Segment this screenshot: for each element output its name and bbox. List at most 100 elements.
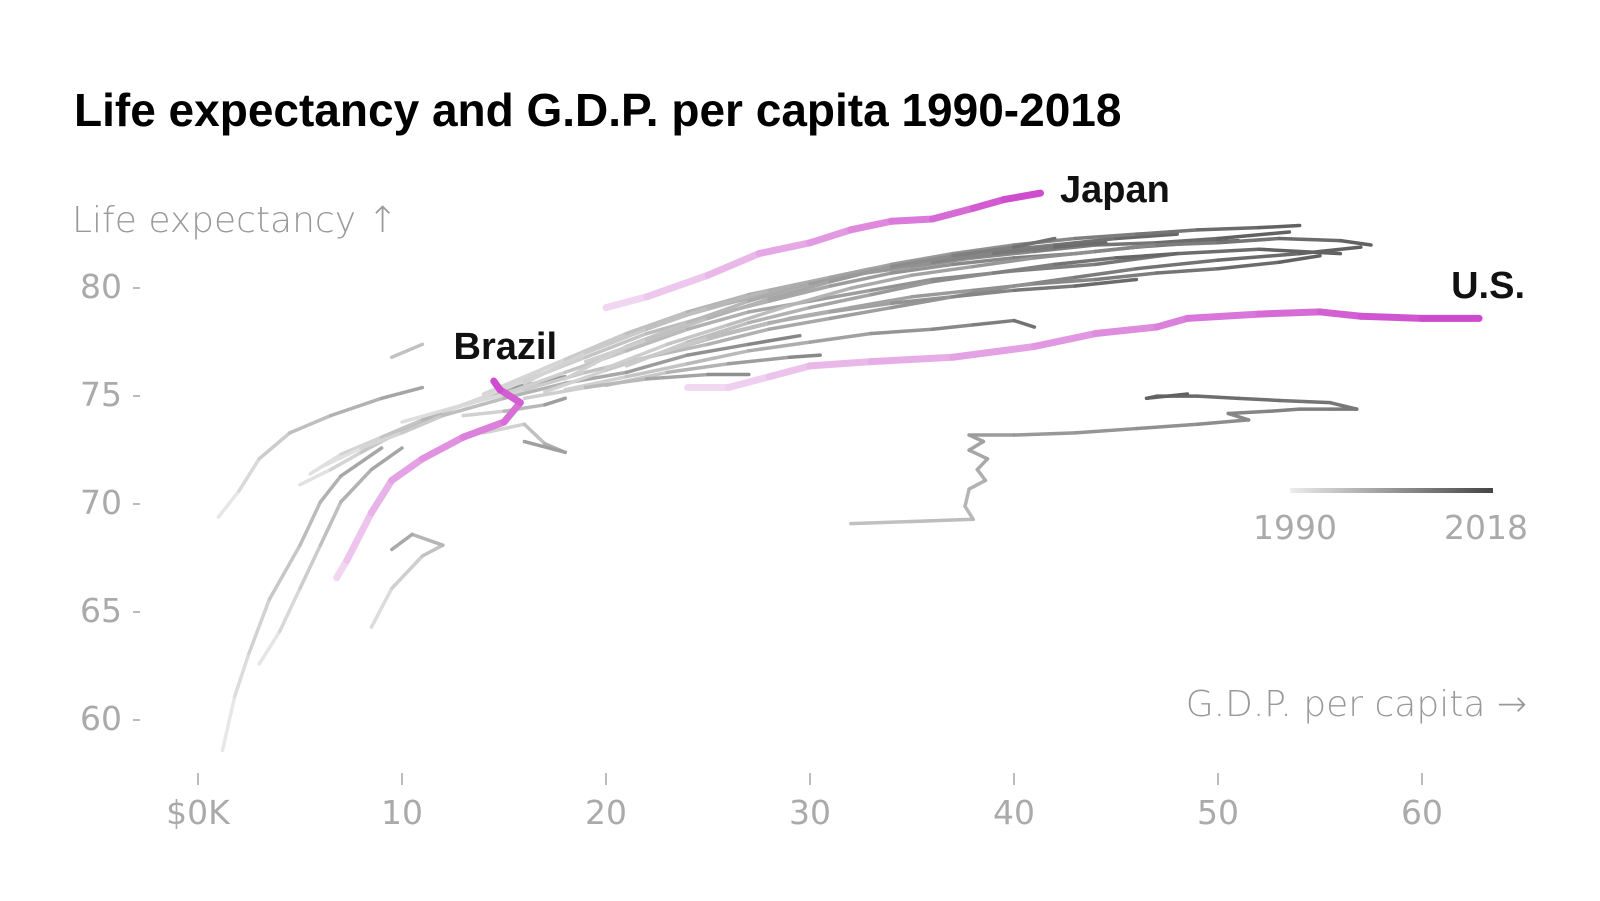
series-segment <box>624 327 690 353</box>
series-segment <box>967 478 988 491</box>
x-tick-label: $0K <box>166 793 231 832</box>
series-segment <box>1277 398 1332 405</box>
series-segment <box>747 333 802 347</box>
series-segment <box>1092 323 1161 338</box>
series-segment <box>1030 330 1100 350</box>
series-segment <box>1216 230 1292 241</box>
series-segment <box>1093 241 1159 247</box>
series-segment <box>267 543 302 601</box>
series-segment <box>583 331 649 360</box>
series-segment <box>277 586 302 634</box>
series-segment <box>1236 396 1281 403</box>
series-segment <box>390 554 425 591</box>
series-segment <box>726 303 792 327</box>
series-segment <box>461 409 506 418</box>
series-segment <box>379 418 425 439</box>
country-line <box>257 446 404 666</box>
series-segment <box>828 262 894 280</box>
series-segment <box>951 245 1016 258</box>
legend-start-label: 1990 <box>1253 508 1337 547</box>
series-segment <box>543 396 567 407</box>
series-segment <box>522 439 567 455</box>
series-segment <box>1144 392 1190 401</box>
series-segment <box>828 305 894 321</box>
series-segment <box>390 342 425 360</box>
series-segment <box>888 215 936 225</box>
series-segment <box>685 342 751 357</box>
series-segment <box>963 504 975 522</box>
country-line <box>220 446 384 753</box>
series-segment <box>390 532 414 552</box>
series-segment <box>624 353 690 375</box>
series-segment <box>685 320 751 344</box>
series-segment <box>1226 409 1271 416</box>
series-segment <box>755 239 814 258</box>
series-segment <box>767 284 833 303</box>
series-segment <box>889 262 955 275</box>
series-segment <box>930 251 996 264</box>
series-segment <box>991 262 1057 275</box>
series-segment <box>1195 394 1241 401</box>
series-segment <box>930 323 975 331</box>
series-segment <box>369 586 394 630</box>
series-segment <box>1073 426 1139 435</box>
series-segment <box>298 500 323 547</box>
series-segment <box>1155 266 1220 275</box>
series-segment <box>971 318 1016 327</box>
series-segment <box>849 295 914 310</box>
series-segment <box>971 249 1037 260</box>
series-segment <box>747 305 812 325</box>
series-segment <box>490 377 504 394</box>
series-segment <box>808 331 873 344</box>
series-segment <box>461 379 527 407</box>
series-segment <box>257 431 292 461</box>
series-segment <box>963 487 971 509</box>
series-segment <box>1255 308 1324 318</box>
series-segment <box>522 385 588 401</box>
series-segment <box>1012 236 1057 249</box>
series-segment <box>991 243 1057 254</box>
series-segment <box>869 279 935 297</box>
series-segment <box>1277 254 1322 264</box>
series-segment <box>388 455 426 484</box>
series-segment <box>767 279 833 301</box>
series-segment <box>1155 236 1220 245</box>
series-segment <box>685 299 751 325</box>
series-segment <box>645 336 710 360</box>
series-segment <box>704 250 763 279</box>
series-segment <box>967 439 986 452</box>
series-segment <box>910 264 975 277</box>
us-label: U.S. <box>1451 265 1525 307</box>
series-segment <box>318 446 363 470</box>
series-segment <box>481 422 527 435</box>
series-segment <box>359 431 404 450</box>
y-tick-label: 65 <box>80 591 122 630</box>
series-segment <box>369 446 404 472</box>
series-segment <box>787 286 853 308</box>
series-segment <box>889 295 955 306</box>
series-segment <box>1338 238 1373 247</box>
series-segment <box>1195 418 1251 426</box>
series-segment <box>967 448 990 461</box>
series-segment <box>216 489 241 519</box>
series-segment <box>496 386 524 407</box>
series-segment <box>1073 232 1139 241</box>
country-line <box>481 422 567 455</box>
series-segment <box>1093 243 1159 254</box>
series-segment <box>1357 312 1426 322</box>
series-segment <box>1328 400 1359 411</box>
series-segment <box>1134 258 1220 271</box>
series-segment <box>328 450 363 472</box>
series-segment <box>1012 431 1077 437</box>
series-segment <box>420 543 445 558</box>
series-segment <box>441 396 506 418</box>
series-segment <box>849 519 914 526</box>
series-segment <box>339 467 374 504</box>
series-segment <box>288 413 333 435</box>
x-tick-label: 10 <box>381 793 423 832</box>
series-segment <box>1053 236 1118 247</box>
series-segment <box>418 433 467 463</box>
series-segment <box>787 353 822 360</box>
series-segment <box>806 226 855 247</box>
